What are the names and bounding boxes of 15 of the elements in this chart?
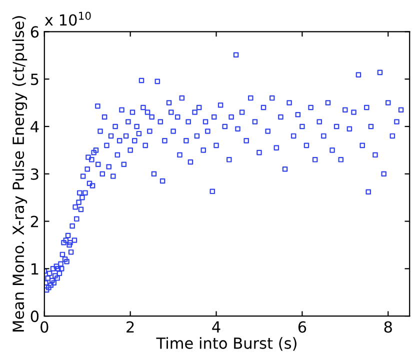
- y-tick-label: 2: [30, 216, 38, 228]
- y-tick-label: 0: [30, 310, 39, 322]
- x-tick-label: 0: [40, 321, 48, 333]
- y-tick-label: 3: [30, 168, 38, 180]
- x-tick-label: 8: [384, 321, 392, 333]
- y-axis-title: Mean Mono. X-ray Pulse Energy (ct/pulse): [12, 16, 28, 332]
- x-tick-label: 2: [126, 321, 134, 333]
- y-tick-label: 6: [30, 26, 39, 38]
- y-tick-label: 5: [31, 74, 38, 86]
- x-axis-title: Time into Burst (s): [156, 337, 296, 351]
- x-tick-label: 6: [298, 321, 306, 333]
- y-tick-label: 4: [30, 121, 39, 132]
- y-tick-label: 1: [32, 263, 38, 274]
- x-tick-label: 4: [212, 321, 220, 333]
- text: x 10$^{10}$: [44, 12, 91, 26]
